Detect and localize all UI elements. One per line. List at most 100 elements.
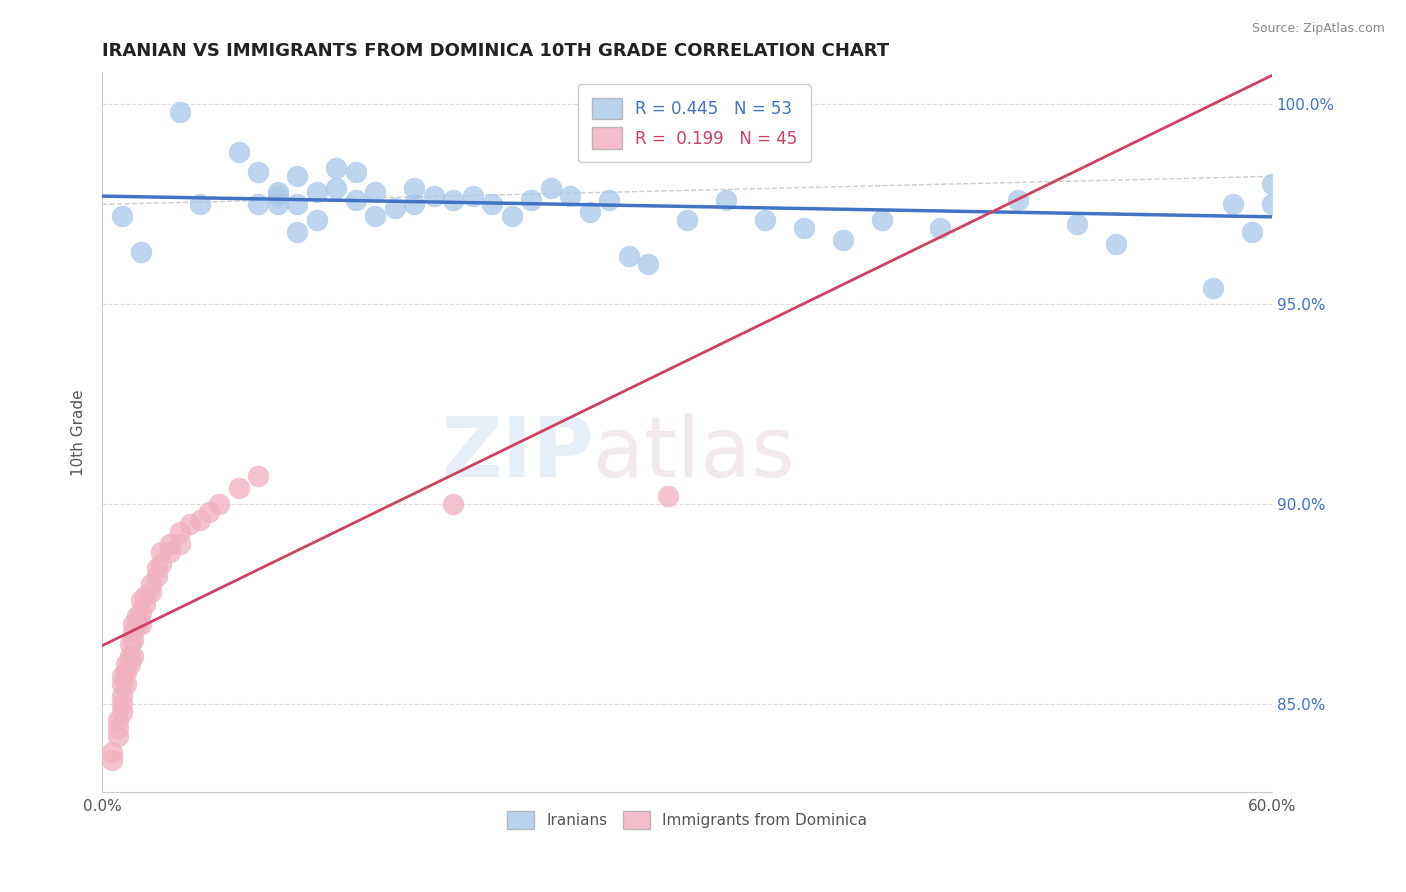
Point	[1105, 237, 1128, 252]
Point	[159, 537, 181, 551]
Point	[247, 469, 270, 483]
Point	[122, 617, 145, 632]
Point	[481, 197, 503, 211]
Point	[384, 202, 406, 216]
Point	[1241, 225, 1264, 239]
Point	[461, 189, 484, 203]
Point	[139, 585, 162, 599]
Point	[107, 721, 129, 735]
Point	[118, 637, 141, 651]
Point	[228, 481, 250, 495]
Point	[598, 194, 620, 208]
Text: ZIP: ZIP	[441, 413, 593, 494]
Point	[122, 633, 145, 648]
Point	[134, 597, 156, 611]
Point	[129, 605, 152, 619]
Point	[1261, 178, 1284, 192]
Point	[247, 165, 270, 179]
Point	[114, 657, 136, 671]
Point	[149, 545, 172, 559]
Point	[520, 194, 543, 208]
Point	[134, 589, 156, 603]
Legend: Iranians, Immigrants from Dominica: Iranians, Immigrants from Dominica	[501, 805, 873, 835]
Point	[122, 625, 145, 640]
Point	[404, 197, 426, 211]
Point	[149, 557, 172, 571]
Point	[929, 221, 952, 235]
Point	[578, 205, 600, 219]
Point	[111, 689, 134, 703]
Point	[111, 697, 134, 711]
Point	[1222, 197, 1244, 211]
Point	[101, 753, 124, 767]
Point	[159, 545, 181, 559]
Point	[1007, 194, 1029, 208]
Point	[111, 705, 134, 719]
Point	[441, 194, 464, 208]
Point	[422, 189, 444, 203]
Point	[870, 213, 893, 227]
Point	[1299, 157, 1322, 171]
Point	[305, 213, 328, 227]
Point	[617, 249, 640, 263]
Point	[127, 609, 149, 624]
Y-axis label: 10th Grade: 10th Grade	[72, 389, 86, 475]
Point	[558, 189, 581, 203]
Point	[114, 677, 136, 691]
Point	[266, 186, 288, 200]
Point	[364, 186, 387, 200]
Point	[1358, 137, 1381, 152]
Point	[228, 145, 250, 160]
Point	[118, 648, 141, 663]
Point	[364, 210, 387, 224]
Point	[793, 221, 815, 235]
Point	[169, 105, 191, 120]
Point	[404, 181, 426, 195]
Point	[754, 213, 776, 227]
Point	[637, 257, 659, 271]
Point	[114, 665, 136, 679]
Point	[285, 197, 308, 211]
Point	[107, 729, 129, 743]
Point	[266, 197, 288, 211]
Point	[441, 497, 464, 511]
Point	[266, 189, 288, 203]
Point	[657, 489, 679, 503]
Point	[129, 593, 152, 607]
Point	[1202, 281, 1225, 295]
Point	[305, 186, 328, 200]
Point	[208, 497, 231, 511]
Text: IRANIAN VS IMMIGRANTS FROM DOMINICA 10TH GRADE CORRELATION CHART: IRANIAN VS IMMIGRANTS FROM DOMINICA 10TH…	[103, 42, 890, 60]
Point	[129, 245, 152, 260]
Point	[101, 745, 124, 759]
Point	[127, 617, 149, 632]
Point	[146, 569, 169, 583]
Point	[169, 525, 191, 540]
Point	[676, 213, 699, 227]
Text: atlas: atlas	[593, 413, 796, 494]
Text: Source: ZipAtlas.com: Source: ZipAtlas.com	[1251, 22, 1385, 36]
Point	[1066, 217, 1088, 231]
Point	[111, 677, 134, 691]
Point	[325, 161, 347, 176]
Point	[714, 194, 737, 208]
Point	[139, 577, 162, 591]
Point	[188, 513, 211, 527]
Point	[344, 194, 367, 208]
Point	[247, 197, 270, 211]
Point	[111, 210, 134, 224]
Point	[111, 669, 134, 683]
Point	[1261, 197, 1284, 211]
Point	[285, 169, 308, 184]
Point	[501, 210, 523, 224]
Point	[285, 225, 308, 239]
Point	[198, 505, 221, 519]
Point	[344, 165, 367, 179]
Point	[325, 181, 347, 195]
Point	[169, 537, 191, 551]
Point	[129, 617, 152, 632]
Point	[107, 713, 129, 727]
Point	[832, 233, 855, 247]
Point	[188, 197, 211, 211]
Point	[118, 657, 141, 671]
